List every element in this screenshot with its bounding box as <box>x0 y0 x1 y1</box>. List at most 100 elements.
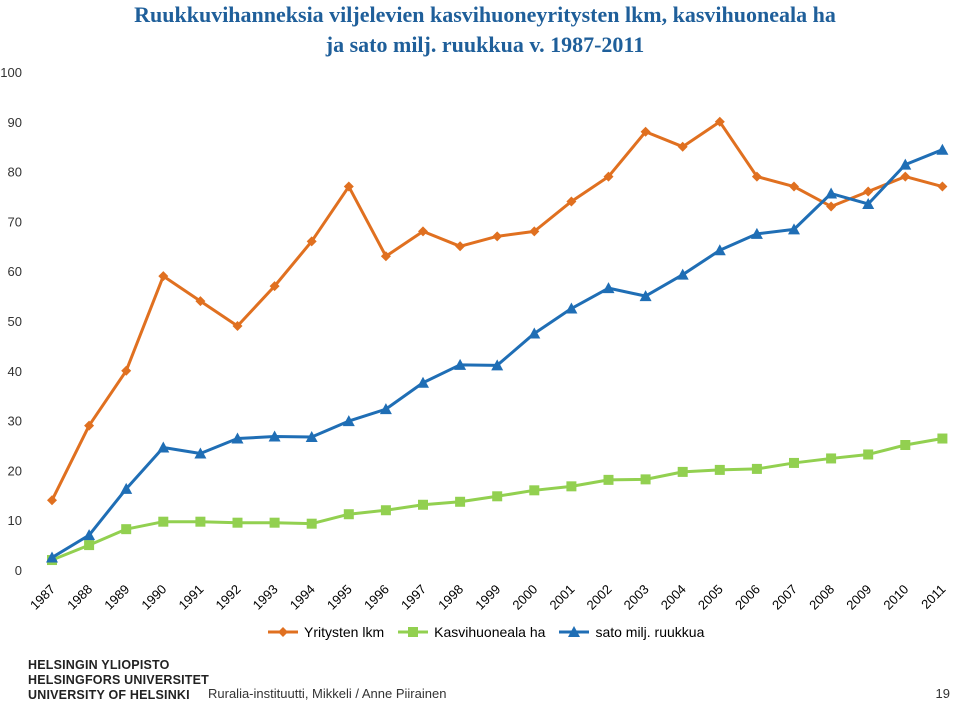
data-point <box>826 453 837 464</box>
y-tick-label: 50 <box>8 314 22 329</box>
data-point <box>195 516 206 527</box>
x-tick-label: 2008 <box>806 582 837 613</box>
series-line-1 <box>50 120 943 501</box>
data-point <box>158 271 169 282</box>
data-point <box>677 466 688 477</box>
data-point <box>528 327 541 339</box>
data-point <box>455 241 466 252</box>
logo-line: UNIVERSITY OF HELSINKI <box>28 688 190 702</box>
x-tick-label: 1992 <box>213 582 244 613</box>
page-number: 19 <box>935 686 950 701</box>
x-tick-label: 1990 <box>138 582 169 613</box>
data-point <box>343 181 354 192</box>
data-point <box>454 358 467 370</box>
x-tick-label: 2009 <box>843 582 874 613</box>
data-point <box>84 540 95 551</box>
y-tick-label: 0 <box>15 563 22 578</box>
data-point <box>195 296 206 307</box>
y-tick-label: 60 <box>8 264 22 279</box>
data-point <box>566 196 577 207</box>
data-point <box>306 236 317 247</box>
data-point <box>789 457 799 468</box>
data-point <box>826 201 837 212</box>
x-tick-label: 2004 <box>658 582 689 613</box>
data-point <box>900 440 911 451</box>
data-point <box>157 441 170 453</box>
x-tick-label: 2001 <box>546 582 577 613</box>
data-point <box>84 420 95 431</box>
chart-title-line2: ja sato milj. ruukkua v. 1987-2011 <box>325 32 645 57</box>
legend-item-yritysten: Yritysten lkm <box>268 624 384 640</box>
x-tick-label: 1997 <box>398 582 429 613</box>
data-point <box>937 181 948 192</box>
data-point <box>232 320 243 331</box>
data-point <box>862 197 875 209</box>
data-point <box>492 231 503 242</box>
legend-label: sato milj. ruukkua <box>595 624 705 640</box>
x-tick-label: 1991 <box>175 582 206 613</box>
data-point <box>603 474 614 485</box>
x-tick-label: 2003 <box>621 582 652 613</box>
data-point <box>232 517 243 528</box>
data-point <box>379 403 392 415</box>
legend-item-sato: sato milj. ruukkua <box>559 624 704 640</box>
data-point <box>306 518 317 529</box>
data-point <box>751 171 762 182</box>
data-point <box>158 516 169 527</box>
data-point <box>900 171 911 182</box>
data-point <box>46 551 58 563</box>
data-point <box>492 491 503 502</box>
data-point <box>343 509 354 520</box>
x-tick-label: 1998 <box>435 582 466 613</box>
data-point <box>677 141 688 152</box>
x-tick-label: 1993 <box>250 582 281 613</box>
logo-line: HELSINGIN YLIOPISTO <box>28 658 170 672</box>
x-tick-label: 2006 <box>732 582 763 613</box>
y-tick-label: 20 <box>8 463 22 478</box>
data-point <box>418 499 428 510</box>
data-point <box>640 126 651 137</box>
data-point <box>491 359 504 371</box>
y-tick-label: 40 <box>8 364 22 379</box>
data-point <box>825 187 838 199</box>
x-tick-label: 2011 <box>918 582 948 612</box>
data-point <box>750 227 763 239</box>
x-tick-label: 1988 <box>64 582 95 613</box>
legend-item-kasvihuoneala: Kasvihuoneala ha <box>398 624 545 640</box>
university-logo: HELSINGIN YLIOPISTO HELSINGFORS UNIVERSI… <box>28 658 209 703</box>
data-point <box>305 431 318 443</box>
data-point <box>120 482 133 494</box>
data-point <box>751 463 762 474</box>
data-point <box>899 158 912 170</box>
data-point <box>788 223 800 235</box>
legend: Yritysten lkm Kasvihuoneala ha sato milj… <box>268 622 718 642</box>
data-point <box>380 251 391 262</box>
x-tick-label: 1995 <box>324 582 355 613</box>
data-point <box>121 524 132 535</box>
data-point <box>676 268 689 280</box>
data-point <box>231 432 244 444</box>
data-point <box>268 430 281 442</box>
data-point <box>342 415 355 427</box>
data-point <box>789 181 799 192</box>
data-point <box>47 495 57 506</box>
x-tick-label: 2010 <box>880 582 911 613</box>
data-point <box>418 226 428 237</box>
data-point <box>937 433 948 444</box>
data-point <box>639 290 652 302</box>
x-tick-label: 2007 <box>769 582 800 613</box>
data-point <box>194 447 207 459</box>
data-point <box>455 496 466 507</box>
chart-title-line1: Ruukkuvihanneksia viljelevien kasvihuone… <box>134 2 836 27</box>
data-point <box>269 281 280 292</box>
data-point <box>121 365 132 376</box>
data-point <box>936 143 949 155</box>
legend-label: Yritysten lkm <box>304 624 385 640</box>
x-tick-label: 2002 <box>584 582 615 613</box>
data-point <box>83 529 96 541</box>
y-tick-label: 100 <box>0 65 22 80</box>
legend-label: Kasvihuoneala ha <box>434 624 546 640</box>
y-tick-label: 90 <box>8 115 22 130</box>
data-point <box>417 376 429 388</box>
